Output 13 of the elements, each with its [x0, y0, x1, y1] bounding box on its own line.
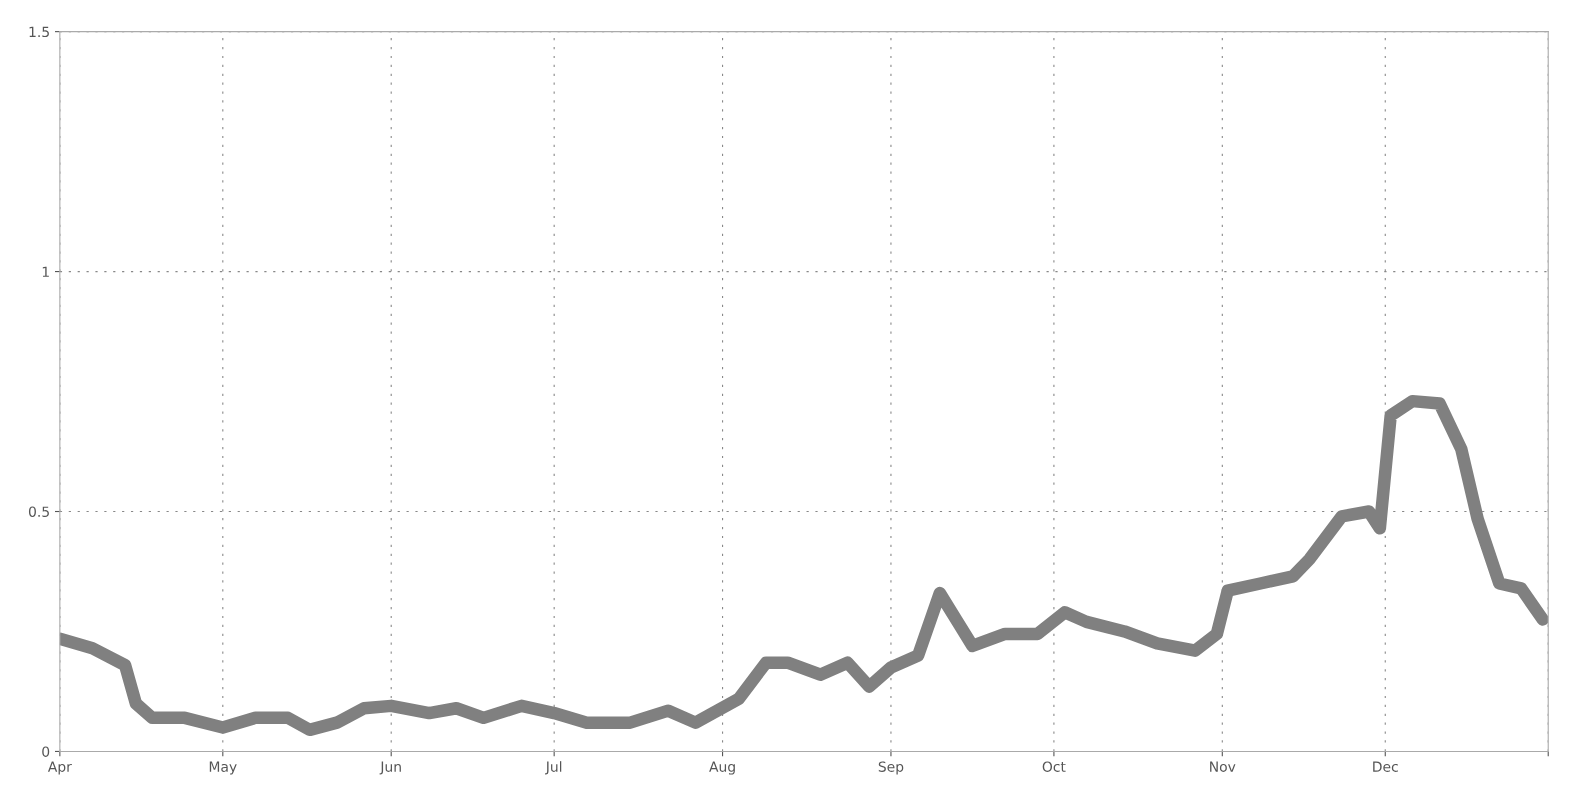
x-tick-label: Dec: [1373, 761, 1398, 772]
y-tick-label: 0: [42, 746, 50, 757]
x-tick-label: Jul: [545, 761, 562, 775]
y-tick-label: 1: [42, 266, 49, 277]
y-tick-label: 0.5: [28, 506, 49, 517]
x-tick-label: Nov: [1210, 761, 1236, 772]
x-tick-label: Jun: [379, 761, 401, 775]
x-tick-label: May: [209, 761, 237, 775]
x-tick-label: Apr: [47, 761, 72, 775]
x-tick-label: Oct: [1042, 761, 1066, 772]
y-tick-label: 1.5: [29, 26, 49, 38]
x-tick-label: Sep: [878, 761, 904, 775]
x-tick-label: Aug: [709, 761, 735, 775]
